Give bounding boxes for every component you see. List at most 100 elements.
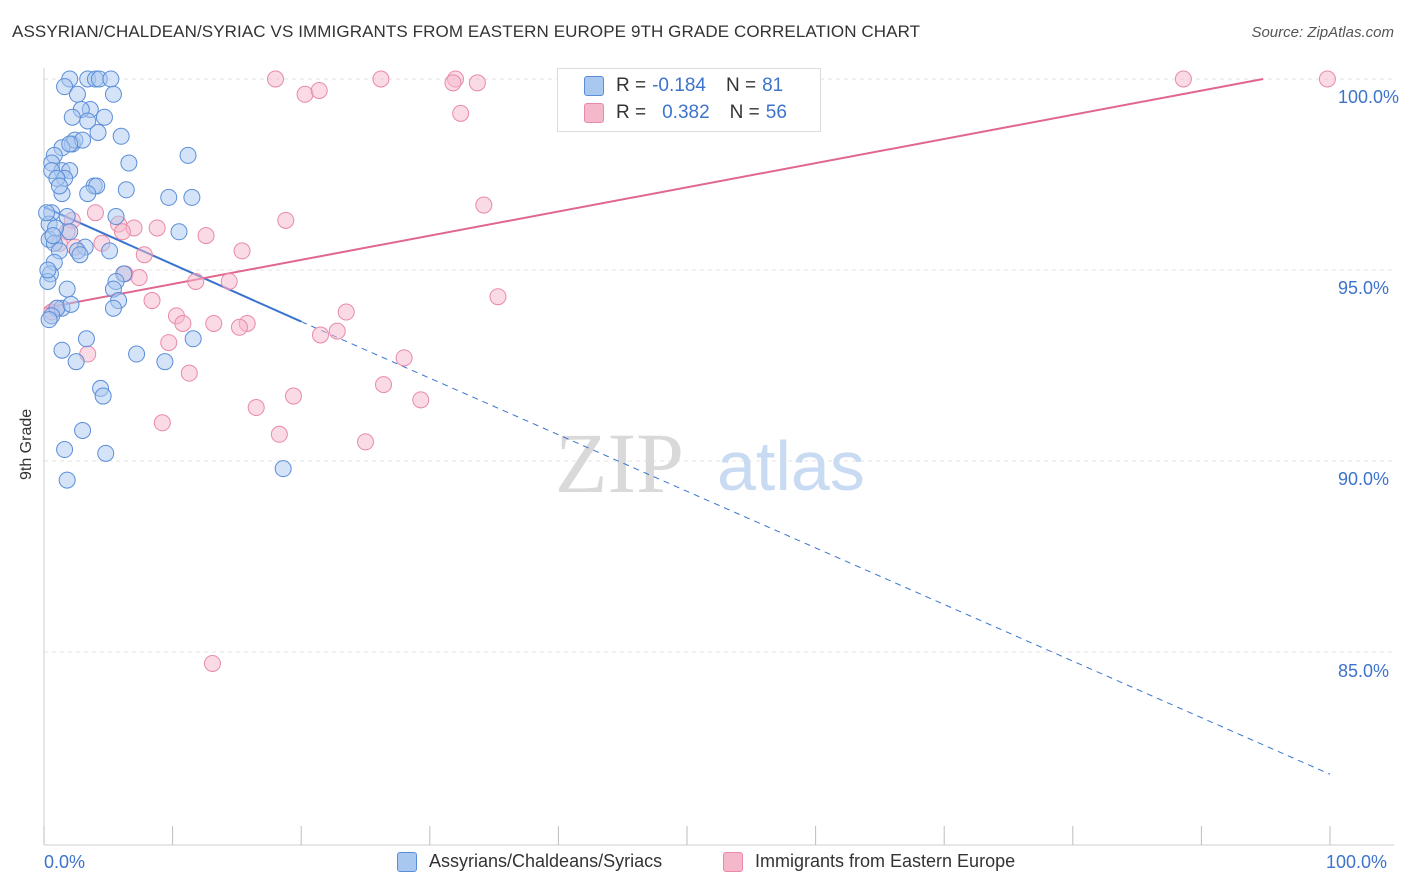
point-series2	[86, 204, 104, 222]
legend-row-series2: R = 0.382 N = 56	[584, 100, 787, 126]
bottom-legend-series1[interactable]: Assyrians/Chaldeans/Syriacs	[397, 851, 662, 872]
point-series2	[357, 433, 374, 451]
trend-line-series2	[43, 78, 1264, 310]
trend-line-series1-projection	[300, 321, 1331, 775]
point-series2	[475, 196, 493, 214]
point-series1	[179, 146, 197, 164]
point-series2	[203, 654, 221, 672]
watermark: ZIP atlas	[555, 415, 865, 511]
y-tick-label: 100.0%	[1338, 87, 1400, 107]
watermark-atlas: atlas	[717, 427, 865, 505]
point-series1	[63, 108, 81, 126]
point-series2	[220, 272, 238, 290]
point-series2	[187, 272, 205, 290]
y-tick-label: 95.0%	[1338, 278, 1390, 298]
point-series1	[89, 123, 107, 141]
point-series1	[68, 85, 86, 103]
point-series1	[61, 135, 79, 153]
legend-n-label: N =	[725, 75, 757, 96]
point-series2	[174, 314, 192, 332]
grid-layer	[44, 78, 1394, 653]
point-series1	[112, 127, 130, 145]
point-series1	[94, 387, 112, 405]
legend-r-label: R =	[616, 75, 647, 96]
point-series2	[247, 399, 265, 417]
point-series2	[412, 391, 430, 409]
point-series1	[101, 242, 119, 260]
axis-layer	[43, 68, 1394, 846]
point-series2	[395, 349, 413, 367]
legend-r-value: 0.382	[662, 102, 710, 123]
point-series2	[135, 246, 153, 264]
point-series1	[50, 177, 68, 195]
point-series1	[77, 330, 95, 348]
legend-swatch-pink	[723, 851, 743, 872]
point-series1	[274, 460, 292, 478]
point-series1	[107, 208, 125, 226]
x-tick-label-max: 100.0%	[1326, 852, 1388, 872]
point-series1	[170, 223, 188, 241]
point-series2	[311, 326, 329, 344]
point-series1	[44, 227, 62, 245]
point-series2	[1318, 70, 1336, 88]
legend-label-series2: Immigrants from Eastern Europe	[755, 851, 1016, 871]
stats-legend: R = -0.184 N = 81 R = 0.382 N = 56	[557, 68, 821, 132]
legend-n-value: 81	[762, 75, 784, 96]
point-series1	[97, 444, 115, 462]
legend-r-value: -0.184	[652, 75, 706, 96]
point-series1	[156, 353, 174, 371]
legend-swatch-blue	[584, 76, 604, 96]
point-series1	[117, 181, 135, 199]
y-tick-label: 85.0%	[1338, 661, 1390, 681]
point-series2	[113, 223, 131, 241]
y-tick-label: 90.0%	[1338, 469, 1390, 489]
point-series1	[58, 471, 76, 489]
point-series1	[183, 188, 201, 206]
point-series1	[71, 246, 89, 264]
point-series2	[277, 211, 295, 229]
point-series1	[38, 204, 56, 222]
points-layer	[38, 70, 1336, 672]
point-series1	[53, 341, 71, 359]
point-series1	[56, 78, 74, 96]
point-series2	[143, 292, 161, 310]
point-series1	[56, 441, 74, 459]
point-series1	[104, 299, 122, 317]
point-series2	[205, 314, 223, 332]
point-series2	[153, 414, 171, 432]
legend-r-label: R =	[616, 102, 647, 123]
legend-n-value: 56	[765, 102, 787, 123]
point-series2	[197, 227, 215, 245]
point-series2	[375, 376, 393, 394]
legend-label-series1: Assyrians/Chaldeans/Syriacs	[429, 851, 663, 871]
point-series1	[39, 261, 57, 279]
source-label: Source: ZipAtlas.com	[1251, 24, 1394, 41]
point-series2	[270, 425, 288, 443]
point-series2	[468, 74, 486, 92]
point-series2	[337, 303, 355, 321]
point-series2	[1174, 70, 1192, 88]
point-series2	[310, 81, 328, 99]
point-series2	[230, 318, 248, 336]
point-series1	[160, 188, 178, 206]
trend-layer	[43, 78, 1331, 775]
point-series2	[160, 334, 178, 352]
point-series2	[130, 269, 148, 287]
legend-row-series1: R = -0.184 N = 81	[584, 73, 783, 99]
point-series1	[67, 353, 85, 371]
point-series2	[452, 104, 470, 122]
point-series1	[58, 280, 76, 298]
point-series1	[61, 223, 79, 241]
point-series2	[180, 364, 198, 382]
legend-swatch-blue	[397, 851, 417, 872]
bottom-legend-series2[interactable]: Immigrants from Eastern Europe	[723, 851, 1015, 872]
point-series2	[266, 70, 284, 88]
point-series1	[104, 85, 122, 103]
point-series2	[444, 74, 462, 92]
point-series2	[284, 387, 302, 405]
point-series2	[328, 322, 346, 340]
point-series1	[74, 421, 92, 439]
point-series1	[120, 154, 138, 172]
legend-swatch-pink	[584, 103, 604, 123]
